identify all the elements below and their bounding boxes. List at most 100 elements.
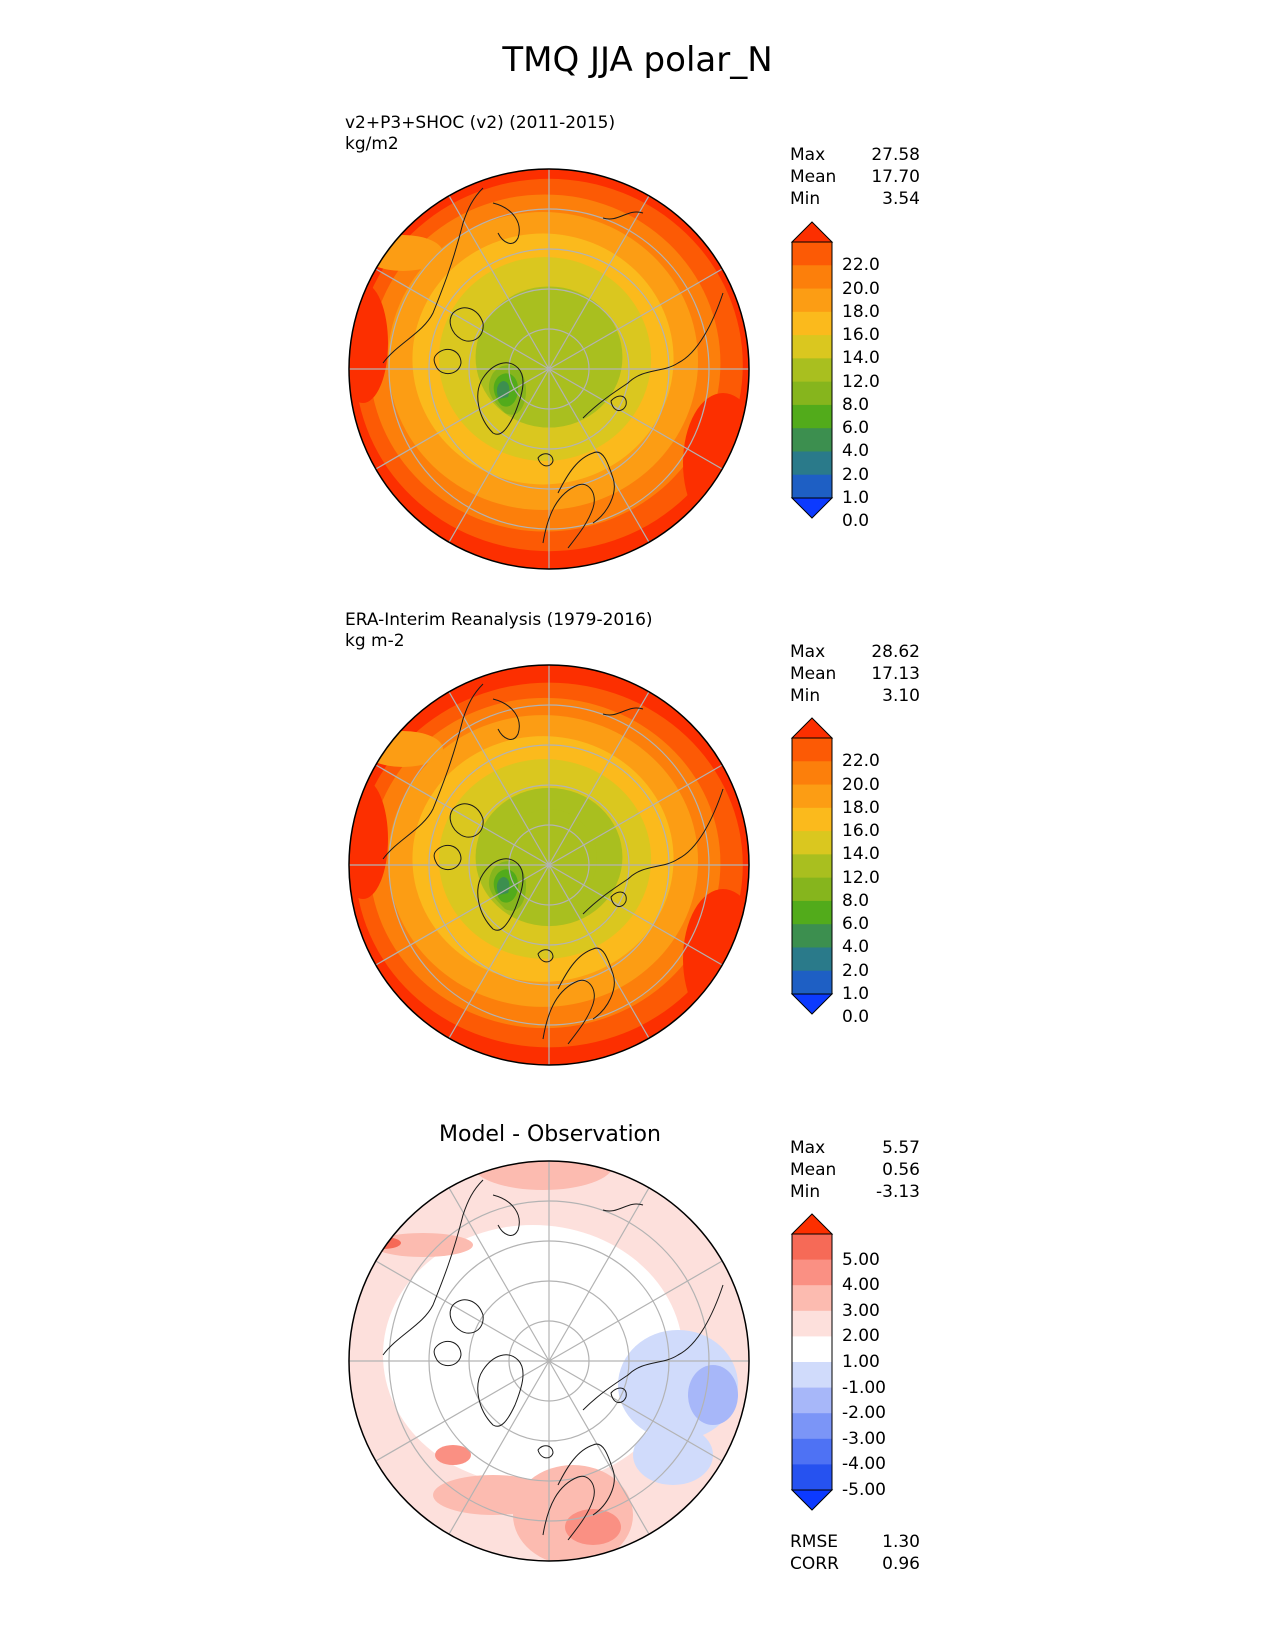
field-band bbox=[676, 1197, 700, 1213]
colorbar-reference bbox=[790, 717, 834, 1015]
coastline bbox=[557, 451, 615, 524]
colorbar-bin bbox=[792, 1259, 832, 1286]
colorbar-tick-label: 6.0 bbox=[842, 418, 870, 439]
coastline bbox=[582, 1284, 724, 1411]
colorbar-tick-label: 4.00 bbox=[842, 1275, 880, 1296]
colorbar-bin bbox=[792, 335, 832, 359]
coastline bbox=[610, 395, 627, 411]
stat-value: -3.13 bbox=[876, 1182, 920, 1202]
colorbar-extend-bottom bbox=[790, 497, 834, 519]
colorbar-tick-label: -2.00 bbox=[842, 1403, 886, 1424]
colorbar-tick-label: 8.0 bbox=[842, 394, 870, 415]
colorbar-test bbox=[790, 221, 834, 519]
field-band bbox=[496, 877, 510, 895]
colorbar-bin bbox=[792, 970, 832, 995]
colorbar-tick-label: 22.0 bbox=[842, 255, 880, 276]
colorbar-tick-label: 2.0 bbox=[842, 960, 870, 981]
colorbar-tick-label: 4.0 bbox=[842, 441, 870, 462]
stat-value: 28.62 bbox=[871, 642, 920, 662]
meridian bbox=[448, 864, 550, 1039]
colorbar-tick-label: 16.0 bbox=[842, 821, 880, 842]
colorbar-extend-bottom bbox=[790, 993, 834, 1015]
stat-value: 3.10 bbox=[882, 686, 920, 706]
meridian bbox=[548, 268, 723, 370]
colorbar-tick-label: -5.00 bbox=[842, 1480, 886, 1500]
colorbar-bin bbox=[792, 900, 832, 925]
colorbar-extend-top bbox=[790, 221, 834, 243]
meridian bbox=[548, 864, 650, 1039]
colorbar-frame bbox=[791, 241, 833, 499]
coastline bbox=[477, 362, 524, 435]
coastline bbox=[382, 1179, 484, 1356]
field-band bbox=[349, 779, 388, 899]
coastline bbox=[449, 803, 484, 838]
colorbar-tick-label: 1.0 bbox=[842, 488, 870, 508]
colorbar-bin bbox=[792, 451, 832, 476]
coastline bbox=[542, 483, 595, 549]
coastline bbox=[542, 979, 595, 1045]
colorbar-tick-label: 2.00 bbox=[842, 1326, 880, 1347]
field-band bbox=[683, 889, 749, 1029]
coastline bbox=[537, 453, 554, 467]
colorbar-bin bbox=[792, 404, 832, 429]
colorbar-bin bbox=[792, 265, 832, 290]
meridian bbox=[448, 691, 550, 866]
graticule bbox=[349, 169, 749, 569]
coastline bbox=[602, 1203, 644, 1212]
field-band bbox=[688, 1365, 738, 1425]
field-band bbox=[683, 393, 749, 533]
colorbar-tick-label: 0.0 bbox=[842, 511, 870, 532]
map-boundary bbox=[348, 664, 750, 1066]
meridian bbox=[448, 368, 550, 543]
colorbar-frame bbox=[791, 737, 833, 995]
colorbar-bin bbox=[792, 738, 832, 762]
figure-title: TMQ JJA polar_N bbox=[502, 40, 773, 80]
colorbar-bin bbox=[792, 831, 832, 855]
metric-value: 1.30 bbox=[882, 1532, 920, 1552]
colorbar-tick-label: -3.00 bbox=[842, 1428, 886, 1449]
colorbar-bin bbox=[792, 1413, 832, 1440]
metric-label: RMSE bbox=[790, 1532, 839, 1552]
coastline bbox=[382, 683, 484, 860]
coastline bbox=[582, 788, 724, 915]
stat-label: Min bbox=[790, 686, 821, 706]
colorbar-tick-label: 6.0 bbox=[842, 914, 870, 935]
meridian bbox=[548, 368, 723, 470]
colorbar-bin bbox=[792, 1362, 832, 1389]
field-band bbox=[373, 1233, 473, 1257]
stat-label: Mean bbox=[790, 664, 837, 684]
colorbar-tick-label: 1.00 bbox=[842, 1352, 880, 1372]
coastline bbox=[492, 698, 520, 740]
stat-value: 0.56 bbox=[882, 1160, 920, 1180]
colorbar-bin bbox=[792, 1336, 832, 1363]
meridian bbox=[548, 691, 650, 866]
colorbar-tick-label: -1.00 bbox=[842, 1377, 886, 1398]
field-band bbox=[363, 731, 443, 767]
colorbar-bin bbox=[792, 1464, 832, 1491]
colorbar-tick-label: -4.00 bbox=[842, 1454, 886, 1475]
coastline bbox=[449, 307, 484, 342]
stat-label: Max bbox=[790, 642, 826, 662]
coastline bbox=[433, 844, 462, 871]
map-boundary bbox=[348, 168, 750, 570]
coastlines bbox=[382, 1179, 724, 1541]
colorbar-bin bbox=[792, 1234, 832, 1261]
meridian bbox=[375, 368, 550, 470]
colorbar-bin bbox=[792, 311, 832, 336]
panel-1-units: kg/m2 bbox=[345, 134, 399, 154]
panel-2-units: kg m-2 bbox=[345, 631, 405, 651]
stat-label: Max bbox=[790, 1138, 826, 1158]
stat-label: Mean bbox=[790, 1160, 837, 1180]
metric-value: 0.96 bbox=[882, 1554, 920, 1574]
colorbar-tick-label: 1.0 bbox=[842, 984, 870, 1004]
meridian bbox=[375, 268, 550, 370]
coastline bbox=[492, 202, 520, 244]
colorbar-bin bbox=[792, 1310, 832, 1337]
field-band bbox=[435, 1445, 471, 1465]
panel-2-title: ERA-Interim Reanalysis (1979-2016) kg m-… bbox=[345, 610, 653, 652]
field-band bbox=[365, 1237, 401, 1249]
meridian bbox=[448, 1360, 550, 1535]
coastline bbox=[477, 1354, 524, 1427]
colorbar-bin bbox=[792, 381, 832, 406]
meridian bbox=[548, 1187, 650, 1362]
